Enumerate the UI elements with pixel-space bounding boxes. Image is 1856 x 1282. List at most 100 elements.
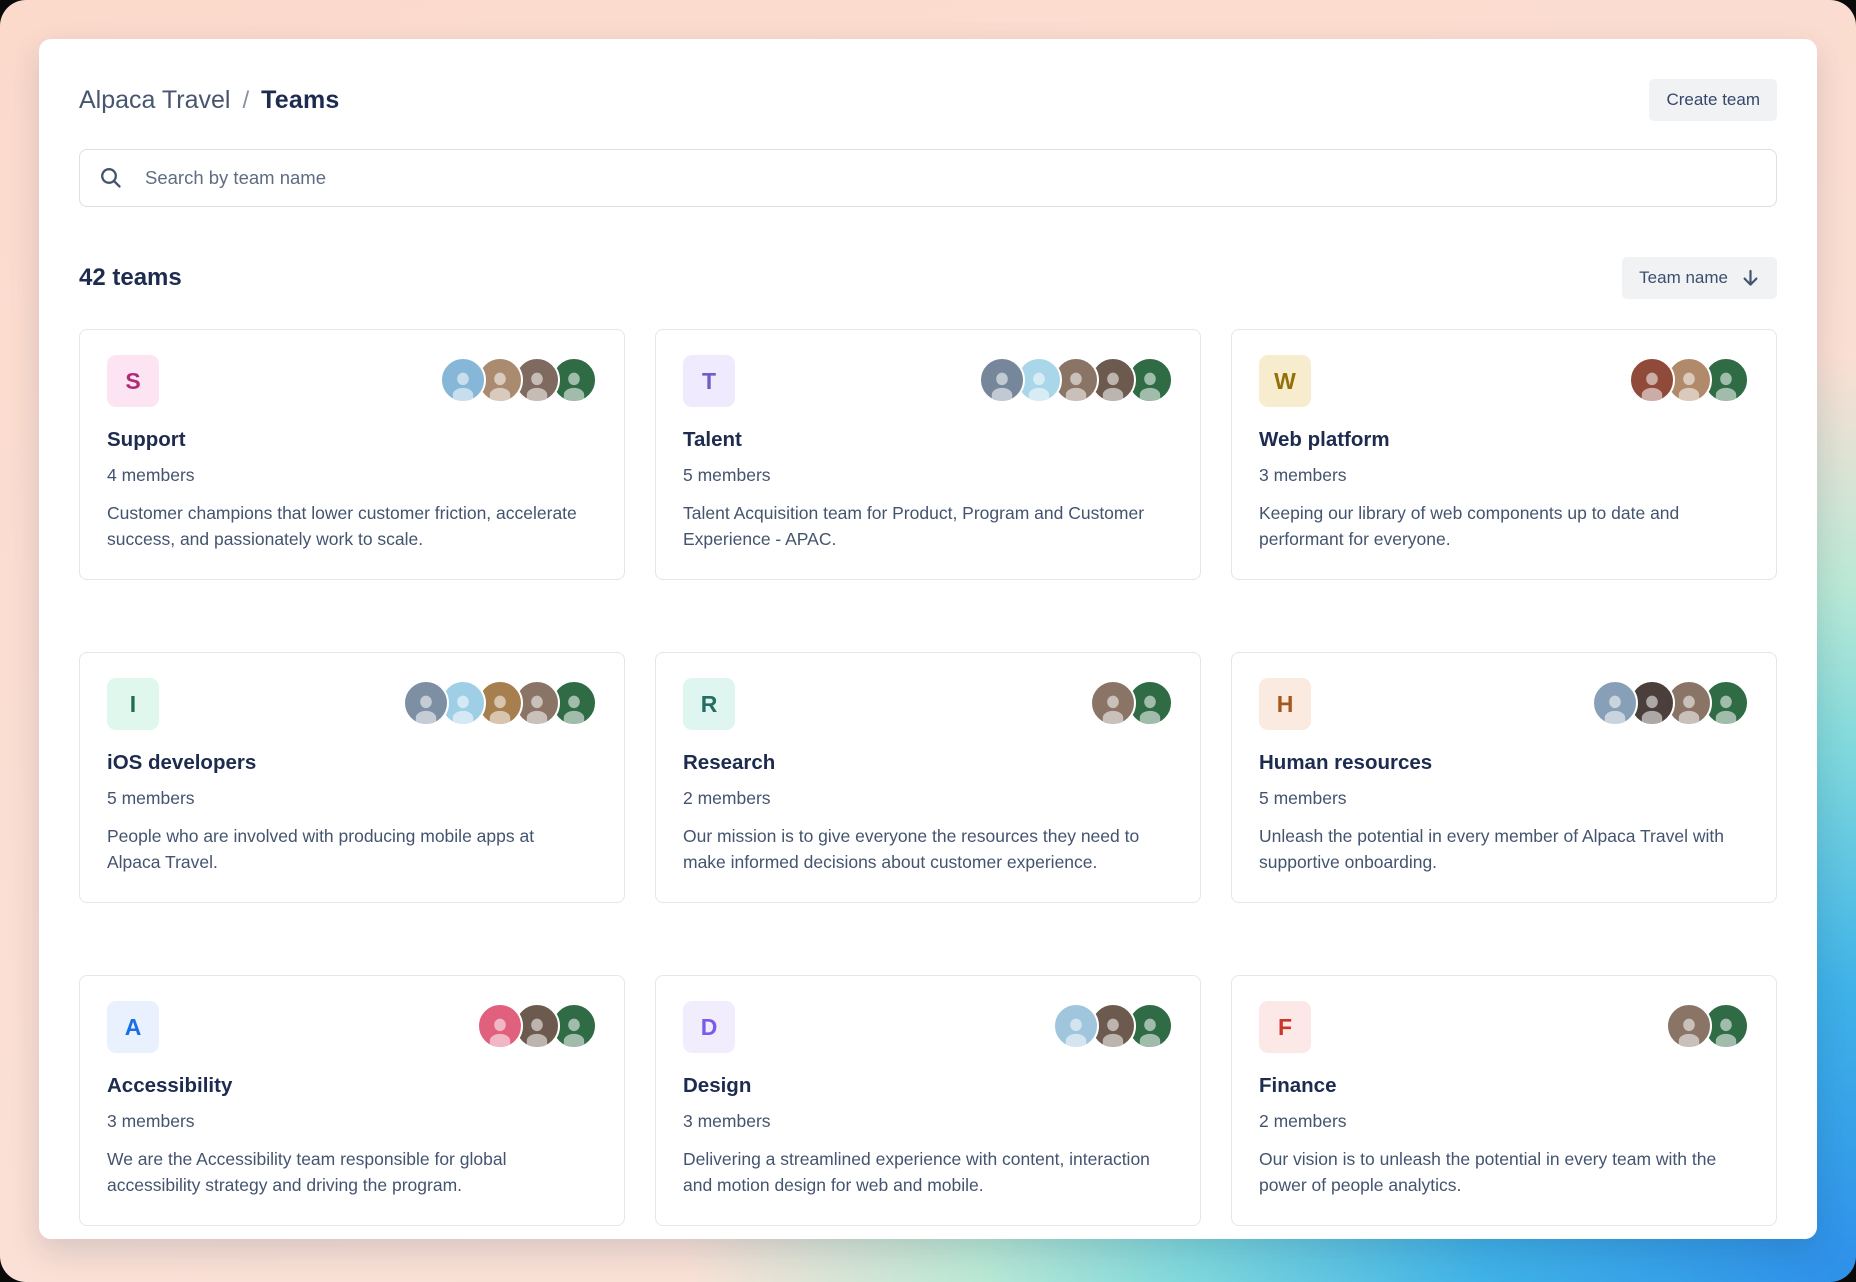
team-initial-badge: S	[107, 355, 159, 407]
create-team-button[interactable]: Create team	[1649, 79, 1777, 121]
team-name[interactable]: Design	[683, 1074, 752, 1097]
team-card[interactable]: R Research 2 members Our mission is to g…	[655, 652, 1201, 903]
team-members-count: 2 members	[683, 788, 771, 808]
sort-button-label: Team name	[1639, 268, 1728, 287]
team-card-top: T	[683, 355, 1173, 407]
team-card-top: F	[1259, 1001, 1749, 1053]
teams-grid: S Support 4 members Customer champions t…	[79, 329, 1777, 1226]
member-avatar[interactable]	[979, 357, 1025, 403]
team-initial-badge: R	[683, 678, 735, 730]
member-avatar[interactable]	[477, 680, 523, 726]
team-name[interactable]: Accessibility	[107, 1074, 233, 1097]
team-initial-badge: H	[1259, 678, 1311, 730]
avatar-group	[477, 1001, 597, 1049]
team-card-top: D	[683, 1001, 1173, 1053]
team-description: We are the Accessibility team responsibl…	[107, 1149, 507, 1196]
search-input[interactable]	[143, 166, 1762, 190]
team-members-count: 3 members	[683, 1111, 771, 1131]
team-card[interactable]: I iOS developers 5 members People who ar…	[79, 652, 625, 903]
team-card-top: A	[107, 1001, 597, 1053]
page-title: Teams	[261, 85, 340, 114]
team-initial-badge: T	[683, 355, 735, 407]
team-name[interactable]: Research	[683, 751, 776, 774]
avatar-group	[403, 678, 597, 726]
team-description: Keeping our library of web components up…	[1259, 503, 1680, 550]
team-description: Unleash the potential in every member of…	[1259, 826, 1724, 873]
arrow-down-icon	[1741, 268, 1760, 288]
team-initial: H	[1276, 690, 1294, 717]
team-members-count: 4 members	[107, 465, 195, 485]
team-card[interactable]: S Support 4 members Customer champions t…	[79, 329, 625, 580]
team-card[interactable]: A Accessibility 3 members We are the Acc…	[79, 975, 625, 1226]
member-avatar[interactable]	[440, 680, 486, 726]
page-header: Alpaca Travel / Teams Create team	[79, 79, 1777, 121]
avatar-group	[979, 355, 1173, 403]
team-description: Talent Acquisition team for Product, Pro…	[683, 503, 1145, 550]
team-members-count: 5 members	[107, 788, 195, 808]
member-avatar[interactable]	[1053, 1003, 1099, 1049]
team-card-top: H	[1259, 678, 1749, 730]
avatar-group	[1592, 678, 1749, 726]
team-members-count: 3 members	[1259, 465, 1347, 485]
team-card[interactable]: T Talent 5 members Talent Acquisition te…	[655, 329, 1201, 580]
sort-button[interactable]: Team name	[1622, 257, 1777, 299]
team-members-count: 5 members	[1259, 788, 1347, 808]
team-name[interactable]: Talent	[683, 428, 742, 451]
team-members-count: 5 members	[683, 465, 771, 485]
team-initial-badge: W	[1259, 355, 1311, 407]
team-initial: T	[701, 367, 717, 394]
team-card[interactable]: W Web platform 3 members Keeping our lib…	[1231, 329, 1777, 580]
team-initial-badge: I	[107, 678, 159, 730]
avatar-group	[1053, 1001, 1173, 1049]
team-name[interactable]: Support	[107, 428, 186, 451]
team-name[interactable]: iOS developers	[107, 751, 257, 774]
avatar-group	[1629, 355, 1749, 403]
member-avatar[interactable]	[1703, 1003, 1749, 1049]
member-avatar[interactable]	[1090, 680, 1136, 726]
member-avatar[interactable]	[1666, 1003, 1712, 1049]
team-card[interactable]: D Design 3 members Delivering a streamli…	[655, 975, 1201, 1226]
breadcrumb: Alpaca Travel / Teams	[79, 86, 340, 115]
team-initial: W	[1274, 367, 1296, 394]
team-card[interactable]: H Human resources 5 members Unleash the …	[1231, 652, 1777, 903]
teams-toolbar: 42 teams Team name	[79, 257, 1777, 299]
teams-count: 42 teams	[79, 264, 182, 291]
team-card-top: W	[1259, 355, 1749, 407]
team-card-top: R	[683, 678, 1173, 730]
member-avatar[interactable]	[1629, 357, 1675, 403]
team-initial-badge: A	[107, 1001, 159, 1053]
team-members-count: 2 members	[1259, 1111, 1347, 1131]
search-icon	[98, 165, 124, 191]
member-avatar[interactable]	[1127, 357, 1173, 403]
teams-panel: Alpaca Travel / Teams Create team 42 tea…	[39, 39, 1817, 1239]
team-card[interactable]: F Finance 2 members Our vision is to unl…	[1231, 975, 1777, 1226]
breadcrumb-project-link[interactable]: Alpaca Travel	[79, 85, 231, 114]
breadcrumb-separator: /	[242, 86, 250, 114]
team-initial: R	[700, 690, 718, 717]
team-description: Our vision is to unleash the potential i…	[1259, 1149, 1717, 1196]
avatar-group	[440, 355, 597, 403]
avatar-group	[1666, 1001, 1749, 1049]
member-avatar[interactable]	[477, 1003, 523, 1049]
team-search-box[interactable]	[79, 149, 1777, 207]
avatar-group	[1090, 678, 1173, 726]
team-initial: D	[700, 1013, 718, 1040]
team-description: Delivering a streamlined experience with…	[683, 1149, 1150, 1196]
team-description: Our mission is to give everyone the reso…	[683, 826, 1140, 873]
team-initial-badge: F	[1259, 1001, 1311, 1053]
team-name[interactable]: Human resources	[1259, 751, 1433, 774]
member-avatar[interactable]	[1592, 680, 1638, 726]
team-members-count: 3 members	[107, 1111, 195, 1131]
team-name[interactable]: Web platform	[1259, 428, 1390, 451]
team-card-top: I	[107, 678, 597, 730]
team-initial: I	[129, 690, 137, 717]
team-description: People who are involved with producing m…	[107, 826, 535, 873]
member-avatar[interactable]	[440, 357, 486, 403]
team-initial: F	[1277, 1013, 1293, 1040]
team-description: Customer champions that lower customer f…	[107, 503, 577, 550]
team-initial: S	[125, 367, 141, 394]
team-name[interactable]: Finance	[1259, 1074, 1337, 1097]
member-avatar[interactable]	[403, 680, 449, 726]
team-initial-badge: D	[683, 1001, 735, 1053]
